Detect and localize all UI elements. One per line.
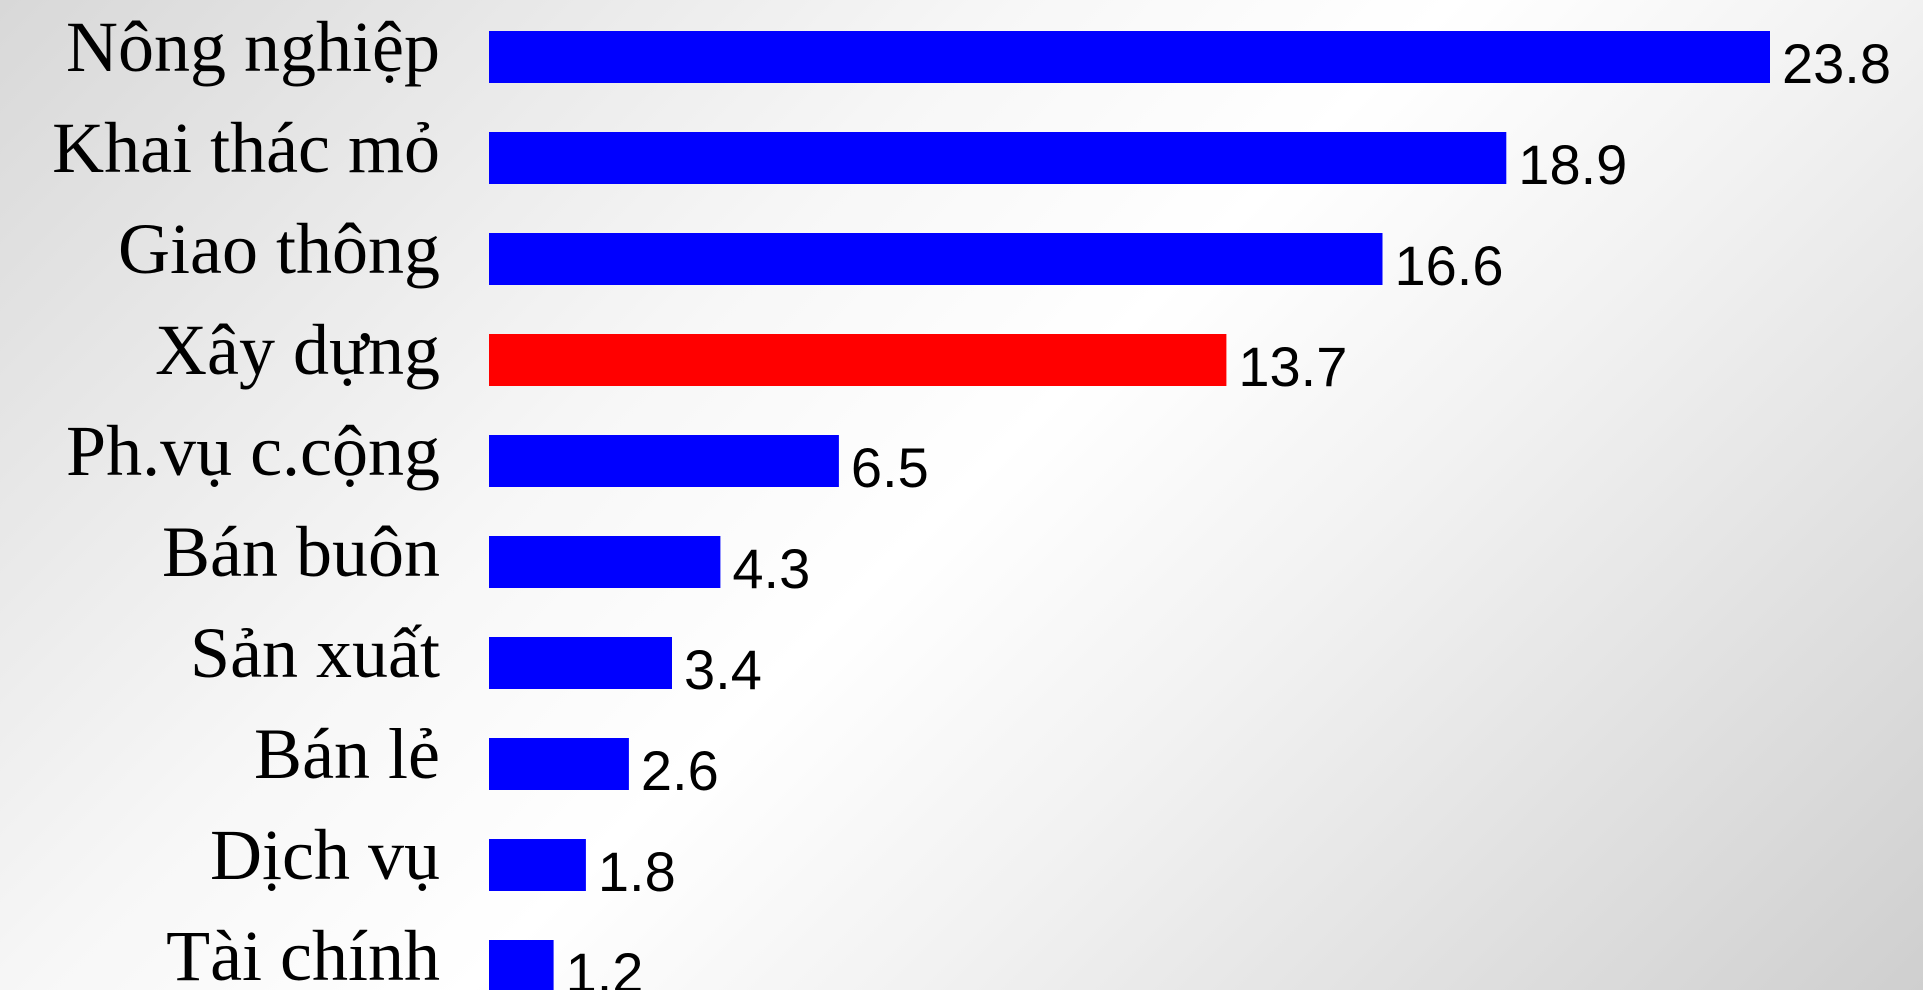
value-label: 3.4 xyxy=(684,638,762,701)
value-label: 1.2 xyxy=(566,941,644,990)
category-label: Xây dựng xyxy=(155,310,440,390)
category-label: Dịch vụ xyxy=(210,815,440,895)
category-label: Bán buôn xyxy=(162,512,440,592)
bar xyxy=(489,31,1770,83)
bar xyxy=(489,435,839,487)
value-label: 4.3 xyxy=(732,537,810,600)
bar xyxy=(489,132,1507,184)
value-label: 13.7 xyxy=(1238,335,1347,398)
category-label: Giao thông xyxy=(118,209,440,289)
category-labels: Nông nghiệp Khai thác mỏ Giao thông Xây dựn… xyxy=(52,7,440,990)
bar xyxy=(489,839,586,891)
bars xyxy=(489,31,1770,990)
category-label: Tài chính xyxy=(166,916,440,990)
value-labels: 23.8 18.916.6 13.7 6.5 4.3 3.4 2.6 1.8 1.2 xyxy=(566,32,1891,990)
category-label: Sản xuất xyxy=(190,613,440,693)
category-label: Ph.vụ c.cộng xyxy=(66,411,440,491)
bar xyxy=(489,637,672,689)
category-label: Khai thác mỏ xyxy=(52,108,440,188)
bar xyxy=(489,233,1383,285)
bar xyxy=(489,940,554,990)
bar xyxy=(489,536,721,588)
value-label: 2.6 xyxy=(641,739,719,802)
value-label: 16.6 xyxy=(1395,234,1504,297)
bar xyxy=(489,738,629,790)
category-label: Bán lẻ xyxy=(254,714,440,794)
bar xyxy=(489,334,1227,386)
value-label: 6.5 xyxy=(851,436,929,499)
category-label: Nông nghiệp xyxy=(66,7,440,87)
value-label: 23.8 xyxy=(1782,32,1891,95)
value-label: 18.9 xyxy=(1518,133,1627,196)
value-label: 1.8 xyxy=(598,840,676,903)
